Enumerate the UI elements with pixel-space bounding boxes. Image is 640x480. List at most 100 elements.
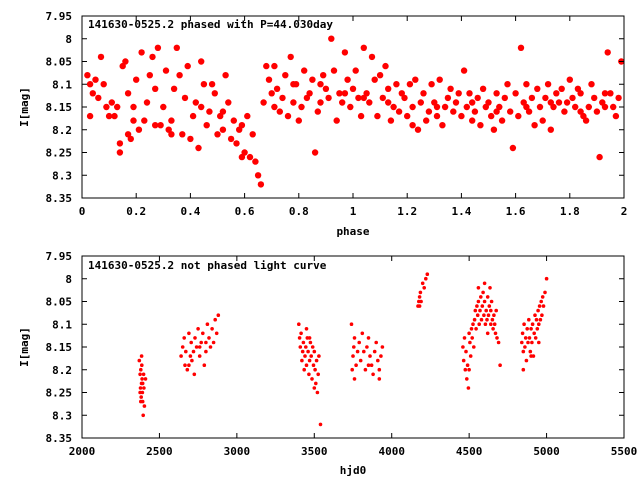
- unphased-data-point: [351, 354, 355, 358]
- phased-data-point: [555, 99, 563, 106]
- unphased-data-point: [541, 304, 546, 308]
- unphased-data-point: [311, 363, 316, 368]
- unphased-data-point: [362, 349, 366, 354]
- unphased-data-point: [199, 340, 203, 345]
- phased-x-tick-label: 1: [350, 205, 357, 218]
- phased-data-point: [542, 94, 549, 102]
- phased-data-point: [585, 103, 592, 111]
- unphased-data-point: [297, 336, 302, 340]
- phased-data-point: [141, 117, 148, 124]
- phased-data-point: [528, 94, 536, 102]
- unphased-data-point: [492, 313, 496, 318]
- phased-data-point: [133, 76, 140, 83]
- phased-data-point: [116, 140, 124, 147]
- unphased-data-point: [485, 295, 490, 299]
- phased-data-point: [488, 112, 495, 120]
- phased-data-point: [311, 149, 319, 156]
- phased-data-point: [363, 90, 370, 97]
- unphased-data-point: [521, 367, 526, 372]
- unphased-data-point: [498, 363, 502, 368]
- unphased-data-point: [522, 322, 526, 327]
- phased-data-point: [458, 112, 465, 120]
- phased-data-point: [273, 85, 281, 93]
- unphased-data-point: [533, 336, 538, 340]
- phased-data-point: [230, 117, 237, 124]
- phased-data-point: [417, 99, 424, 106]
- phased-data-point: [211, 90, 218, 97]
- phased-x-tick-label: 0.6: [235, 205, 255, 218]
- unphased-data-point: [539, 299, 543, 304]
- phased-x-tick-label: 0.4: [180, 205, 200, 218]
- unphased-data-point: [208, 345, 213, 349]
- phased-data-point: [414, 126, 422, 133]
- phased-data-point: [349, 85, 357, 93]
- phased-data-point: [114, 103, 121, 111]
- unphased-data-point: [487, 304, 492, 308]
- unphased-data-point: [142, 404, 147, 408]
- unphased-data-point: [470, 336, 475, 340]
- unphased-data-point: [467, 331, 471, 336]
- phased-data-point: [233, 140, 240, 147]
- phased-data-point: [149, 53, 156, 61]
- phased-data-point: [143, 99, 151, 106]
- unphased-data-point: [193, 336, 197, 340]
- unphased-data-point: [360, 331, 365, 336]
- phased-data-point: [474, 94, 481, 102]
- phased-data-point: [287, 53, 294, 61]
- phased-data-point: [395, 108, 403, 115]
- unphased-data-point: [365, 345, 369, 349]
- unphased-data-point: [372, 349, 377, 354]
- phased-data-point: [339, 99, 346, 106]
- phased-data-point: [306, 90, 313, 97]
- unphased-x-tick-label: 3000: [224, 445, 251, 458]
- unphased-data-point: [310, 345, 315, 349]
- unphased-data-point: [318, 422, 323, 427]
- phased-data-point: [512, 90, 519, 97]
- unphased-data-point: [481, 290, 485, 295]
- phased-data-point: [122, 58, 129, 65]
- unphased-data-point: [471, 322, 475, 327]
- phased-data-point: [173, 44, 180, 51]
- unphased-data-point: [312, 349, 317, 354]
- phased-y-tick-label: 8: [65, 33, 72, 46]
- phased-data-point: [328, 35, 335, 42]
- phased-data-point: [298, 103, 305, 111]
- phased-data-point: [420, 90, 427, 97]
- unphased-data-point: [202, 363, 207, 368]
- phased-data-point: [452, 99, 460, 106]
- phased-x-tick-label: 1.4: [451, 205, 471, 218]
- unphased-data-point: [214, 331, 219, 336]
- unphased-data-point: [536, 308, 540, 313]
- unphased-data-point: [196, 327, 200, 331]
- phased-data-point: [385, 85, 392, 93]
- phased-data-point: [566, 76, 573, 83]
- unphased-data-point: [486, 313, 491, 318]
- phased-data-point: [455, 90, 462, 97]
- phased-data-point: [582, 117, 590, 124]
- phased-data-point: [401, 94, 408, 102]
- phased-data-point: [466, 90, 473, 97]
- unphased-data-point: [179, 354, 183, 358]
- phased-data-point: [189, 112, 197, 120]
- phased-y-tick-label: 8.1: [52, 78, 72, 91]
- phased-data-point: [146, 72, 153, 79]
- phased-data-point: [493, 90, 500, 97]
- unphased-data-point: [189, 340, 193, 345]
- phased-data-point: [225, 99, 232, 106]
- phased-data-point: [507, 108, 514, 115]
- phased-data-point: [290, 81, 297, 88]
- unphased-axis-ticks: 2000 2500 3000 3500 4000 4500 5000 5500 7.95 8 8.0…: [46, 250, 638, 458]
- unphased-data-point: [540, 313, 544, 318]
- phased-y-tick-label: 8.25: [46, 147, 73, 160]
- unphased-data-point: [143, 377, 148, 381]
- phased-data-point: [198, 58, 205, 65]
- unphased-data-point: [374, 340, 379, 345]
- unphased-data-point: [308, 340, 313, 345]
- phased-data-point: [116, 149, 124, 156]
- phased-data-point: [523, 81, 530, 88]
- phased-data-point: [569, 94, 576, 102]
- unphased-data-point: [424, 276, 428, 281]
- unphased-data-point: [352, 345, 356, 349]
- unphased-data-point: [141, 372, 146, 377]
- phased-data-point: [460, 67, 468, 74]
